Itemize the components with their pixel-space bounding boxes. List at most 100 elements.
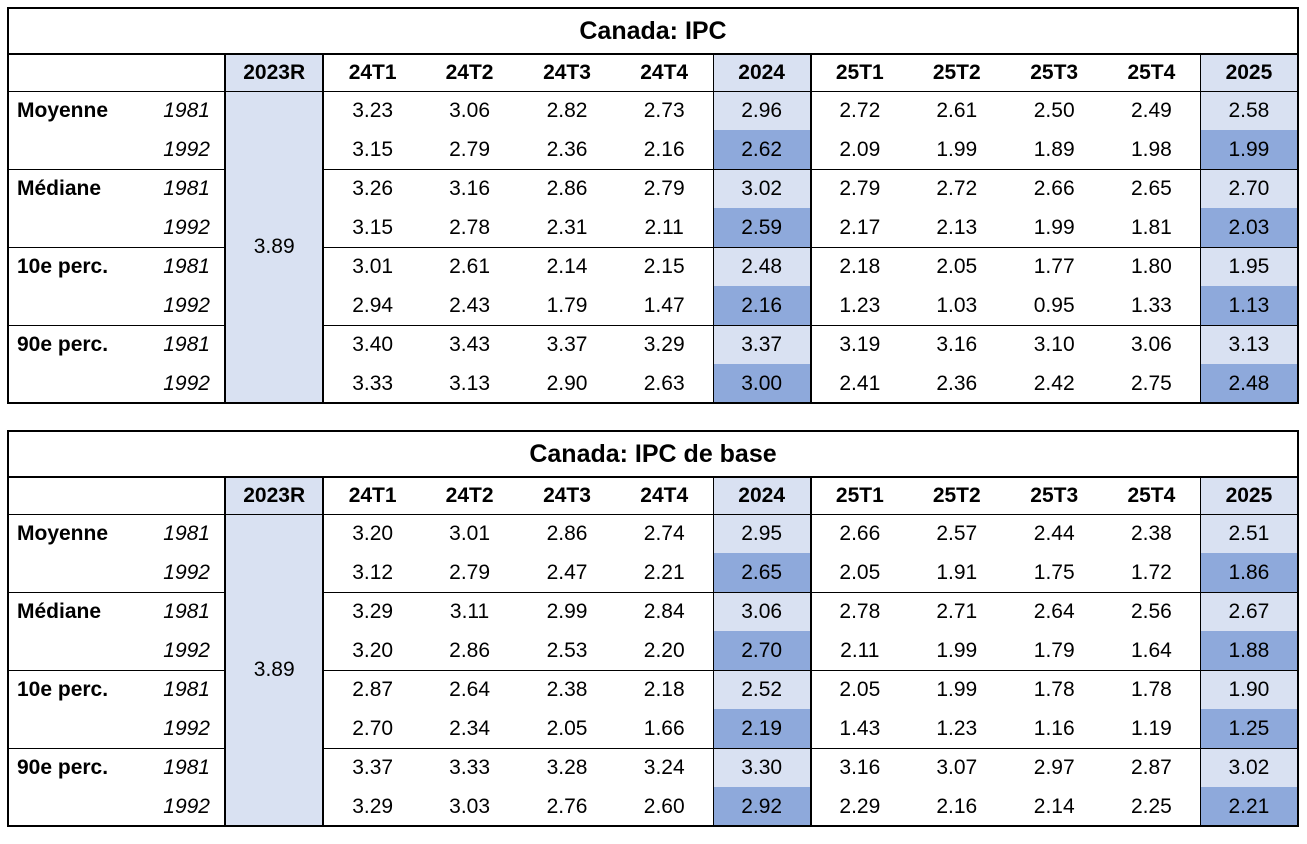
value-cell: 2.86 xyxy=(546,522,588,546)
value-cell: 1.79 xyxy=(1005,631,1103,671)
value-cell: 2.38 xyxy=(1130,522,1172,546)
value-cell: 2.50 xyxy=(1033,99,1075,123)
value-cell: 2.97 xyxy=(1033,756,1075,780)
value-cell: 3.40 xyxy=(352,333,394,357)
value-cell: 3.20 xyxy=(323,631,421,671)
table-row: 1992 3.15 2.79 2.36 2.16 2.62 2.09 1.99 1.89 1.98… xyxy=(8,130,1298,170)
value-cell: 2.14 xyxy=(546,255,588,279)
value-cell: 2.16 xyxy=(712,286,812,326)
row-series-label: 1981 xyxy=(132,91,226,130)
value-cell: 3.29 xyxy=(352,794,394,818)
table-title-row: Canada: IPC xyxy=(8,8,1298,55)
value-cell: 2.78 xyxy=(839,600,881,624)
column-header-25t4: 25T4 xyxy=(1102,54,1201,92)
table-row: Moyenne 1981 3.89 3.23 3.06 2.82 2.73 2.96 2.72 2… xyxy=(8,91,1298,403)
column-header-25t1: 25T1 xyxy=(810,477,909,515)
column-header-2024: 2024 xyxy=(712,54,812,92)
table-row: 1992 3.15 2.78 2.31 2.11 2.59 2.17 2.13 1.99 1.81… xyxy=(8,208,1298,248)
value-cell: 3.06 xyxy=(449,99,490,123)
row-series-label: 1981 xyxy=(132,247,226,286)
table-header-row: 2023R 24T1 24T2 24T3 24T4 2024 25T1 25T2 25T3 25T… xyxy=(8,54,1298,92)
table-title-row: Canada: IPC de base xyxy=(8,431,1298,478)
row-series-label: 1981 xyxy=(132,325,226,364)
value-cell: 1.99 xyxy=(936,678,978,702)
value-cell: 2.74 xyxy=(643,522,685,546)
value-cell: 1.25 xyxy=(1199,709,1298,749)
value-cell: 2.47 xyxy=(518,553,616,593)
value-cell: 2.67 xyxy=(1199,592,1298,631)
column-header-24t3: 24T3 xyxy=(518,54,616,92)
value-cell: 1.86 xyxy=(1199,553,1298,593)
table-row: Médiane 1981 3.26 3.16 2.86 2.79 3.02 2.79 2.72 2… xyxy=(8,169,1298,208)
value-cell: 2.59 xyxy=(712,208,812,248)
value-cell: 2.94 xyxy=(323,286,421,326)
value-cell: 3.28 xyxy=(546,756,588,780)
value-cell: 3.29 xyxy=(643,333,685,357)
value-cell: 3.29 xyxy=(352,600,394,624)
value-cell: 3.16 xyxy=(936,333,978,357)
value-cell: 2.05 xyxy=(810,553,909,593)
row-series-label: 1992 xyxy=(132,364,226,403)
value-cell: 2.65 xyxy=(1130,177,1172,201)
value-cell: 2.21 xyxy=(1199,787,1298,826)
value-cell: 1.77 xyxy=(1033,255,1075,279)
value-cell: 3.03 xyxy=(449,794,491,818)
value-cell: 2.66 xyxy=(839,522,881,546)
row-group-label xyxy=(8,787,133,826)
row-group-label: 10e perc. xyxy=(17,678,109,702)
value-cell: 2.15 xyxy=(643,255,685,279)
row-series-label: 1992 xyxy=(132,631,226,671)
value-cell: 3.06 xyxy=(1130,333,1172,357)
table-row: 90e perc. 1981 3.40 3.43 3.37 3.29 3.37 3.19 3.1… xyxy=(8,325,1298,364)
column-header-24t4: 24T4 xyxy=(615,54,714,92)
value-cell: 1.19 xyxy=(1102,709,1201,749)
value-cell: 1.47 xyxy=(615,286,714,326)
table-row: 10e perc. 1981 3.01 2.61 2.14 2.15 2.48 2.18 2.0… xyxy=(8,247,1298,286)
row-group-label xyxy=(8,130,133,170)
table-row: 1992 2.94 2.43 1.79 1.47 2.16 1.23 1.03 0.95 1.33… xyxy=(8,286,1298,326)
value-cell: 2.86 xyxy=(546,177,588,201)
value-cell: 1.89 xyxy=(1005,130,1103,170)
value-cell: 2.79 xyxy=(420,553,519,593)
column-header-25t1: 25T1 xyxy=(810,54,909,92)
value-cell: 3.33 xyxy=(449,756,491,780)
value-cell: 3.37 xyxy=(352,756,394,780)
value-cell: 2.38 xyxy=(546,678,588,702)
value-cell: 2.65 xyxy=(712,553,812,593)
value-cell: 2.36 xyxy=(518,130,616,170)
value-cell: 2.29 xyxy=(839,794,881,818)
value-cell: 3.11 xyxy=(449,600,490,624)
value-cell: 2.49 xyxy=(1130,99,1172,123)
table-title: Canada: IPC de base xyxy=(8,431,1298,478)
row-series-label: 1981 xyxy=(132,748,226,787)
value-cell: 1.03 xyxy=(908,286,1006,326)
value-cell: 2.78 xyxy=(420,208,519,248)
value-cell: 3.37 xyxy=(546,333,588,357)
value-cell: 2.19 xyxy=(712,709,812,749)
value-cell: 3.37 xyxy=(712,325,812,364)
table-row: 1992 3.20 2.86 2.53 2.20 2.70 2.11 1.99 1.79 1.64… xyxy=(8,631,1298,671)
value-cell: 3.23 xyxy=(352,99,394,123)
value-cell: 2.11 xyxy=(810,631,909,671)
prior-merged-cell: 3.89 xyxy=(224,91,325,403)
column-header-24t2: 24T2 xyxy=(420,477,519,515)
row-series-label: 1981 xyxy=(132,169,226,208)
value-cell: 2.92 xyxy=(712,787,812,826)
row-series-label: 1981 xyxy=(132,670,226,709)
value-cell: 1.90 xyxy=(1199,670,1298,709)
value-cell: 2.16 xyxy=(936,794,978,818)
row-group-label: Médiane xyxy=(17,600,102,624)
value-cell: 1.23 xyxy=(908,709,1006,749)
header-corner xyxy=(8,54,226,92)
table-canada-ipc: Canada: IPC 2023R 24T1 24T2 24T3 24T4 2024 25T… xyxy=(7,7,1299,404)
value-cell: 2.73 xyxy=(643,99,685,123)
row-group-label xyxy=(8,286,133,326)
value-cell: 1.99 xyxy=(1199,130,1298,170)
row-group-label xyxy=(8,709,133,749)
table-body: Moyenne 1981 3.89 3.23 3.06 2.82 2.73 2.96 2.72 2… xyxy=(8,91,1298,403)
value-cell: 2.43 xyxy=(420,286,519,326)
header-corner xyxy=(8,477,226,515)
value-cell: 3.19 xyxy=(839,333,881,357)
value-cell: 1.78 xyxy=(1033,678,1075,702)
value-cell: 2.64 xyxy=(449,678,491,702)
